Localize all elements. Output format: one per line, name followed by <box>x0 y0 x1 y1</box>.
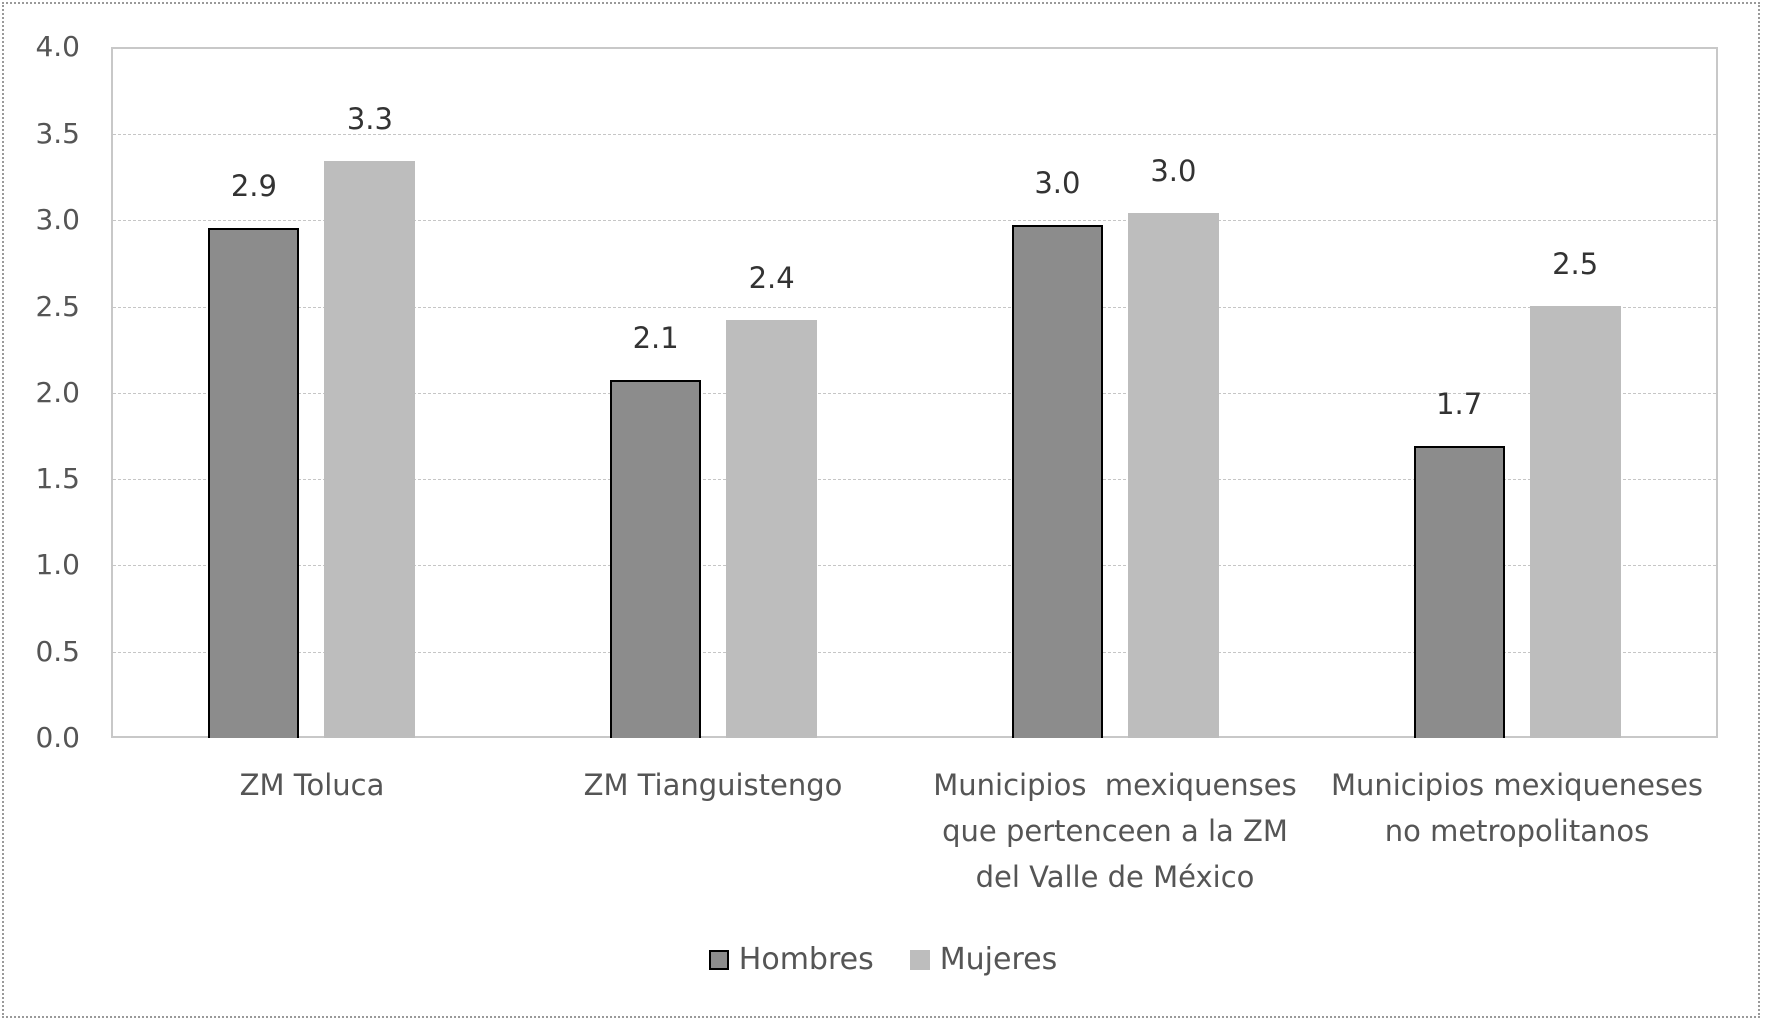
y-tick: 3.5 <box>35 117 80 150</box>
gridline <box>113 652 1716 653</box>
category-label: Municipios mexiqueneses no metropolitano… <box>1316 762 1718 854</box>
category-label: ZM Tianguistengo <box>512 762 914 808</box>
data-label: 3.0 <box>1034 165 1081 200</box>
gridline <box>113 393 1716 394</box>
y-tick: 1.5 <box>35 462 80 495</box>
legend-swatch-mujeres <box>909 949 930 970</box>
category-label-line: del Valle de México <box>975 860 1255 894</box>
y-tick: 0.0 <box>35 721 80 754</box>
y-tick: 2.5 <box>35 290 80 323</box>
bar-mujeres <box>1529 306 1621 738</box>
plot-area <box>111 47 1718 738</box>
gridline <box>113 307 1716 308</box>
legend: Hombres Mujeres <box>0 942 1766 977</box>
data-label: 3.3 <box>346 102 393 136</box>
y-tick: 0.5 <box>35 635 80 668</box>
bar-hombres <box>208 228 300 738</box>
data-label: 1.7 <box>1436 387 1483 422</box>
category-label-line: no metropolitanos <box>1384 814 1650 848</box>
legend-item-mujeres: Mujeres <box>909 942 1058 977</box>
data-label: 2.5 <box>1552 247 1599 282</box>
y-tick: 3.0 <box>35 203 80 236</box>
gridline <box>113 479 1716 480</box>
bar-hombres <box>610 380 702 738</box>
gridline <box>113 565 1716 566</box>
gridline <box>113 220 1716 221</box>
bar-hombres <box>1413 446 1505 738</box>
category-label-line: Municipios mexiquenses <box>933 768 1297 802</box>
data-label: 3.0 <box>1150 153 1197 188</box>
bar-mujeres <box>1127 212 1219 738</box>
legend-item-hombres: Hombres <box>708 942 874 977</box>
category-label: ZM Toluca <box>112 762 512 808</box>
legend-swatch-hombres <box>708 949 729 970</box>
legend-label: Hombres <box>738 942 874 977</box>
category-label-line: Municipios mexiqueneses <box>1330 768 1704 802</box>
category-label-line: que pertenceen a la ZM <box>942 814 1288 848</box>
category-label: Municipios mexiquenses que pertenceen a … <box>914 762 1316 900</box>
y-tick: 1.0 <box>35 548 80 581</box>
data-label: 2.1 <box>632 321 679 356</box>
bar-hombres <box>1011 224 1103 738</box>
legend-label: Mujeres <box>939 942 1058 977</box>
data-label: 2.9 <box>230 169 277 204</box>
y-tick: 4.0 <box>35 30 80 63</box>
gridline <box>113 134 1716 135</box>
bar-mujeres <box>726 319 818 738</box>
data-label: 2.4 <box>748 260 795 295</box>
y-tick: 2.0 <box>35 376 80 409</box>
bar-mujeres <box>324 161 416 738</box>
category-label-line: ZM Tianguistengo <box>583 768 843 802</box>
category-label-line: ZM Toluca <box>239 768 385 802</box>
